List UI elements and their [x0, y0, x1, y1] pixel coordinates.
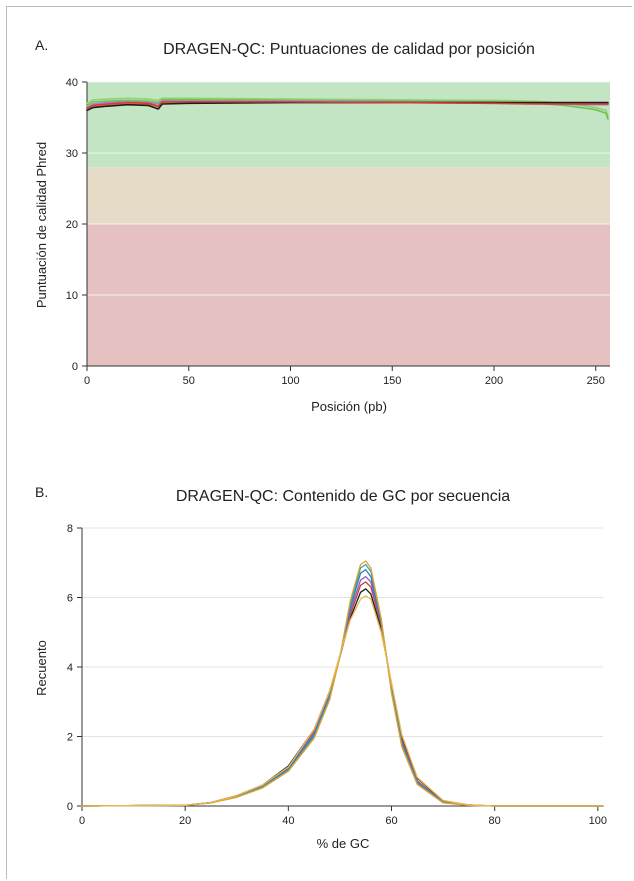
x-tick-label: 0	[79, 815, 85, 827]
chart-a-x-axis-label: Posición (pb)	[311, 399, 387, 414]
chart-b-title: DRAGEN-QC: Contenido de GC por secuencia	[176, 488, 510, 505]
series-line-5	[81, 560, 604, 807]
y-tick-label: 0	[72, 361, 78, 373]
x-tick-label: 100	[281, 375, 299, 387]
y-tick-label: 4	[67, 662, 73, 674]
series-line-6	[81, 595, 604, 807]
chart-a: A. DRAGEN-QC: Puntuaciones de calidad po…	[34, 37, 610, 414]
x-tick-label: 60	[385, 815, 397, 827]
x-tick-label: 100	[589, 815, 607, 827]
chart-b: B. DRAGEN-QC: Contenido de GC por secuen…	[34, 484, 607, 851]
x-tick-label: 50	[183, 375, 195, 387]
background-band-1	[87, 167, 610, 224]
chart-a-title: DRAGEN-QC: Puntuaciones de calidad por p…	[163, 41, 535, 58]
series-line-1	[81, 581, 604, 807]
y-tick-label: 6	[67, 593, 73, 605]
chart-a-plot-area: 0 10 20 30 40 0 50 100 150 200 250	[66, 77, 610, 387]
y-tick-label: 40	[66, 77, 78, 89]
series-line-0	[81, 588, 604, 807]
series-line-5	[86, 101, 609, 110]
y-tick-label: 0	[67, 801, 73, 813]
series-line-0	[86, 97, 609, 117]
series-line-2	[81, 576, 604, 807]
x-tick-label: 40	[282, 815, 294, 827]
panel-label-b: B.	[35, 484, 48, 500]
x-tick-label: 0	[84, 375, 90, 387]
background-band-0	[87, 82, 610, 168]
y-tick-label: 2	[67, 732, 73, 744]
panel-label-a: A.	[35, 37, 48, 53]
x-tick-label: 80	[489, 815, 501, 827]
x-tick-label: 200	[485, 375, 503, 387]
x-tick-label: 20	[179, 815, 191, 827]
y-tick-label: 20	[66, 219, 78, 231]
x-tick-label: 150	[383, 375, 401, 387]
series-line-3	[81, 569, 604, 807]
series-line-4	[81, 563, 604, 807]
chart-b-y-axis-label: Recuento	[34, 640, 49, 696]
figure-frame	[6, 6, 632, 879]
x-tick-label: 250	[587, 375, 605, 387]
chart-b-x-axis-label: % de GC	[317, 836, 370, 851]
chart-a-y-axis-label: Puntuación de calidad Phred	[34, 142, 49, 308]
y-tick-label: 10	[66, 290, 78, 302]
y-tick-label: 30	[66, 148, 78, 160]
y-tick-label: 8	[67, 523, 73, 535]
